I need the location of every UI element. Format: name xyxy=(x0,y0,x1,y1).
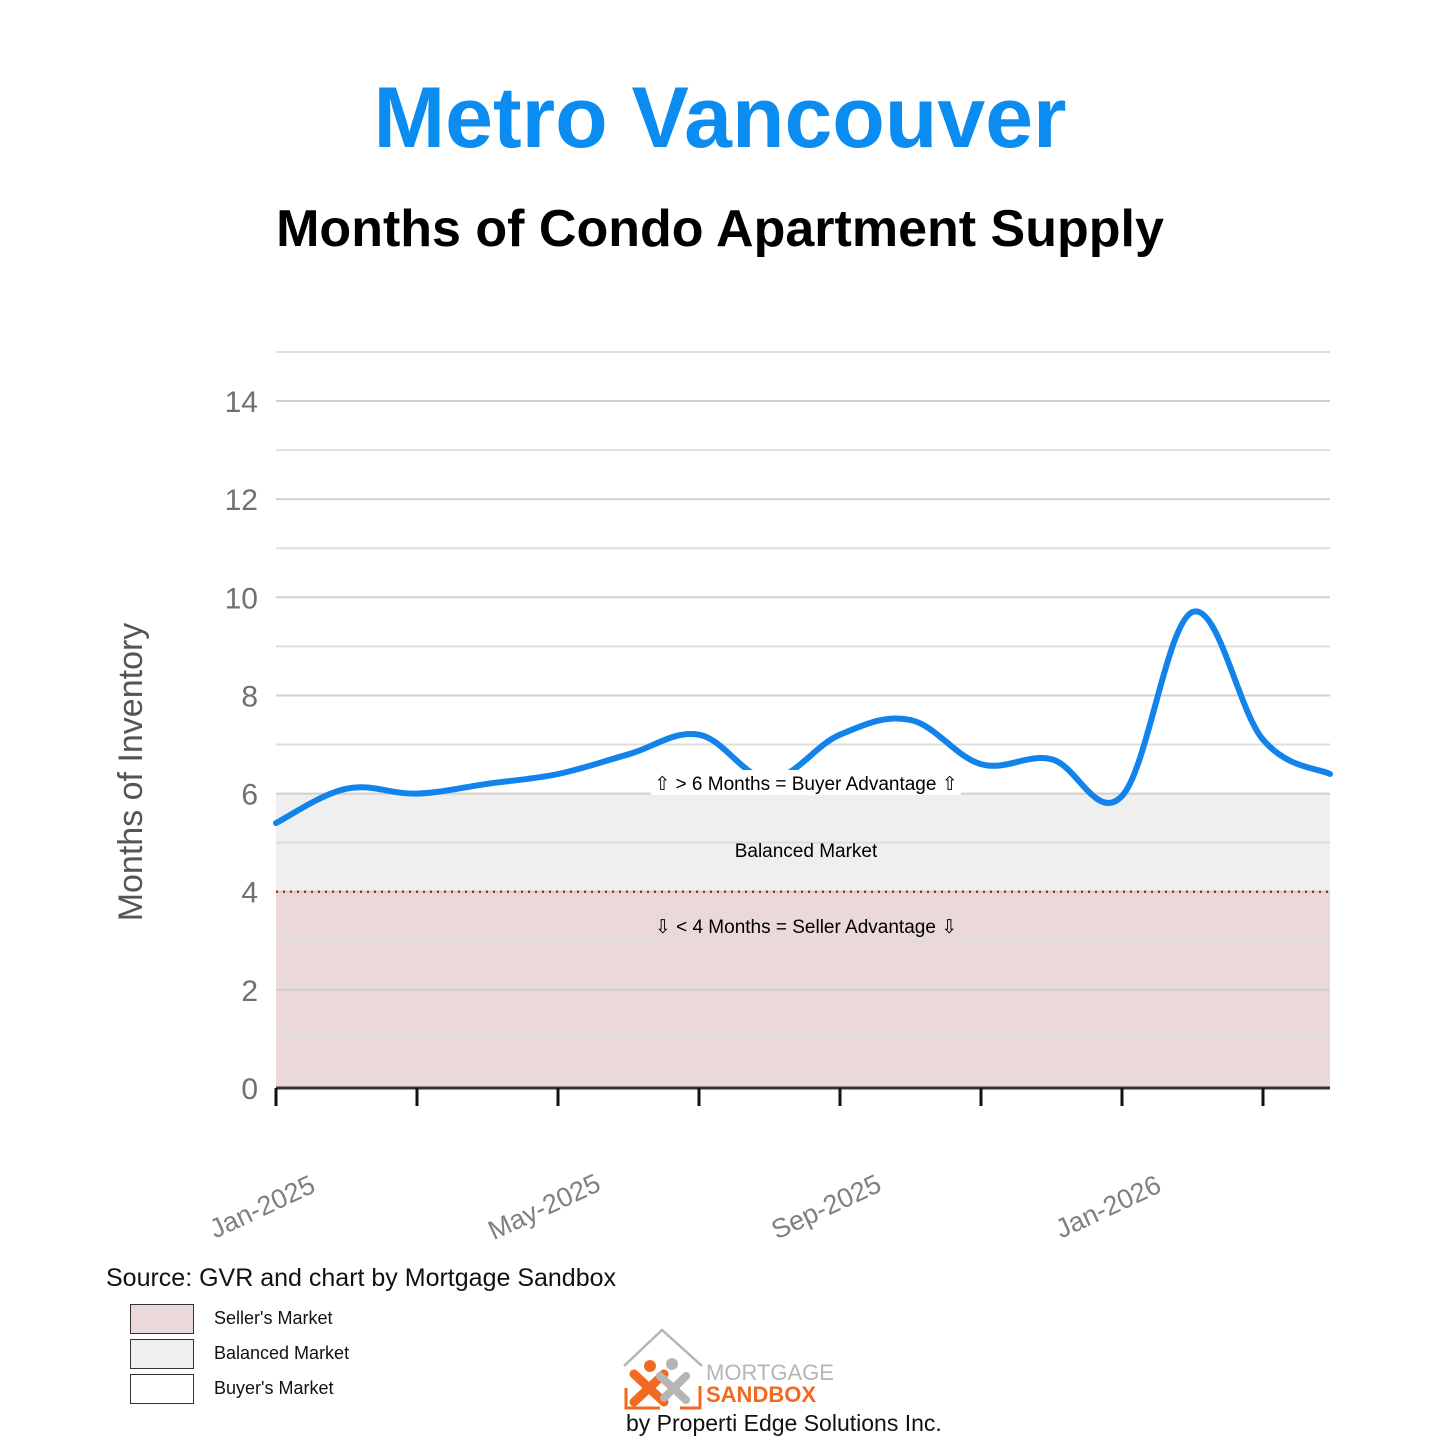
buyer-swatch xyxy=(130,1374,194,1404)
seller-advantage-annotation: ⇩ < 4 Months = Seller Advantage ⇩ xyxy=(655,917,957,938)
logo-sandbox-text: SANDBOX xyxy=(706,1382,816,1407)
house-roof-icon xyxy=(623,1328,703,1367)
legend-label: Balanced Market xyxy=(214,1343,350,1363)
y-tick-label: 12 xyxy=(225,484,258,517)
logo-byline: by Properti Edge Solutions Inc. xyxy=(626,1410,942,1436)
x-tick-label: Jan-2025 xyxy=(205,1169,320,1244)
months-of-inventory-line xyxy=(273,608,1333,827)
people-icon xyxy=(629,1358,690,1407)
buyer-advantage-annotation: ⇧ > 6 Months = Buyer Advantage ⇧ xyxy=(654,774,957,795)
y-tick-label: 14 xyxy=(225,386,258,419)
balanced-market-annotation: Balanced Market xyxy=(735,841,878,862)
page-title: Metro Vancouver xyxy=(373,70,1067,166)
y-tick-label: 4 xyxy=(241,877,258,910)
x-axis: Jan-2025 May-2025 Sep-2025 Jan-2026 xyxy=(205,1086,1330,1246)
y-tick-label: 0 xyxy=(241,1073,258,1106)
seller-swatch xyxy=(130,1304,194,1334)
x-tick-label: Sep-2025 xyxy=(767,1169,886,1246)
y-axis-ticks: 0 2 4 6 8 10 12 14 xyxy=(225,386,258,1106)
y-tick-label: 10 xyxy=(225,582,258,615)
buyer-annotation-bg xyxy=(651,770,961,795)
chart-subtitle: Months of Condo Apartment Supply xyxy=(276,200,1164,258)
source-note: Source: GVR and chart by Mortgage Sandbo… xyxy=(106,1264,617,1292)
x-tick-label: May-2025 xyxy=(483,1168,605,1246)
y-tick-label: 2 xyxy=(241,975,258,1008)
mortgage-sandbox-logo: MORTGAGE SANDBOX xyxy=(623,1328,834,1410)
y-tick-label: 6 xyxy=(241,779,258,812)
band-2 xyxy=(276,351,1330,794)
y-axis-label: Months of Inventory xyxy=(112,623,150,922)
legend-label: Seller's Market xyxy=(214,1308,333,1328)
logo-mortgage-text: MORTGAGE xyxy=(706,1360,834,1385)
balanced-swatch xyxy=(130,1339,194,1369)
y-tick-label: 8 xyxy=(241,680,258,713)
x-tick-label: Jan-2026 xyxy=(1051,1169,1166,1244)
market-zone-bands xyxy=(276,351,1330,1088)
legend-label: Buyer's Market xyxy=(214,1378,334,1398)
